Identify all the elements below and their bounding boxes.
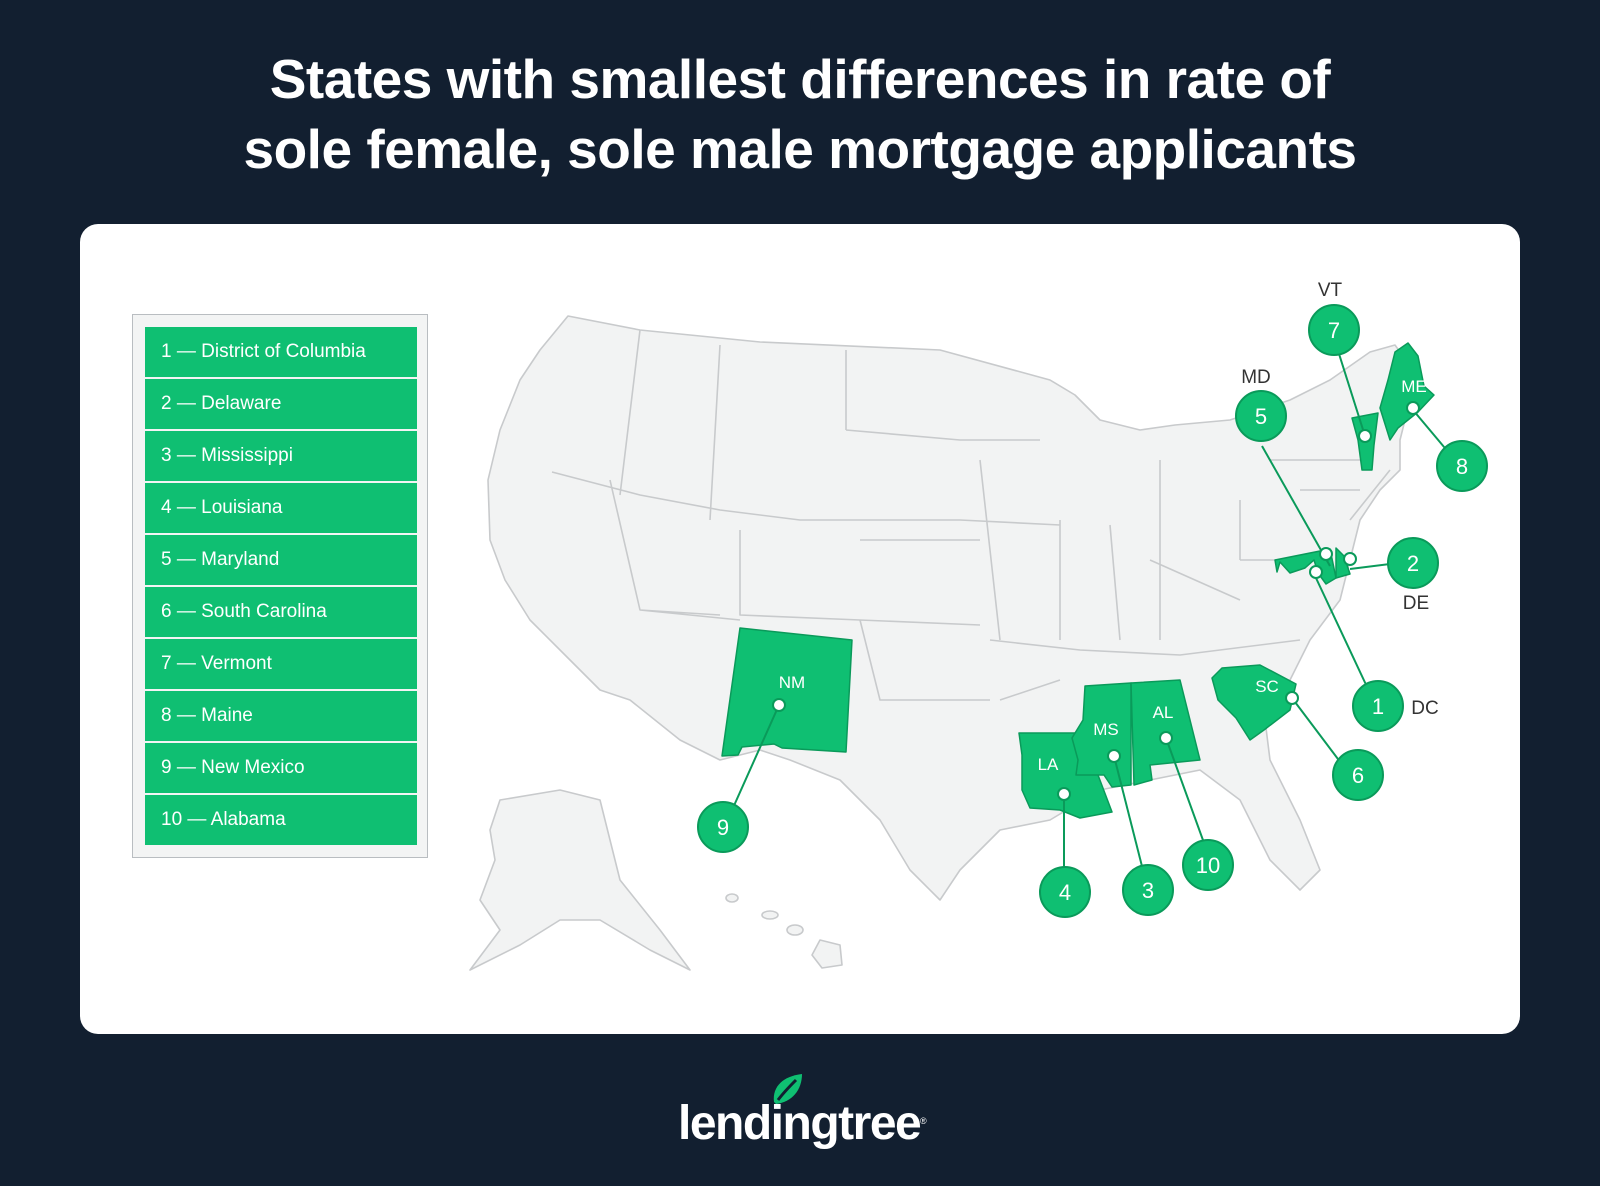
label-ms: MS xyxy=(1093,720,1119,739)
badge-4: 4 xyxy=(1059,880,1071,905)
label-la: LA xyxy=(1038,755,1059,774)
badge-5: 5 xyxy=(1255,404,1267,429)
legend-item: 9 — New Mexico xyxy=(145,743,417,793)
label-nm: NM xyxy=(779,673,805,692)
legend-item: 2 — Delaware xyxy=(145,379,417,429)
badge-3: 3 xyxy=(1142,878,1154,903)
label-md: MD xyxy=(1241,367,1271,388)
label-dc: DC xyxy=(1411,698,1438,719)
state-sc xyxy=(1211,664,1297,741)
legend-item: 1 — District of Columbia xyxy=(145,327,417,377)
title-line-2: sole female, sole male mortgage applican… xyxy=(243,118,1357,180)
legend-item: 5 — Maryland xyxy=(145,535,417,585)
legend-item: 7 — Vermont xyxy=(145,639,417,689)
label-sc: SC xyxy=(1255,677,1279,696)
badge-7: 7 xyxy=(1328,318,1340,343)
badge-1: 1 xyxy=(1372,694,1384,719)
legend-item: 3 — Mississippi xyxy=(145,431,417,481)
badge-10: 10 xyxy=(1196,853,1220,878)
label-vt: VT xyxy=(1318,280,1343,301)
state-nm xyxy=(721,627,853,757)
legend-item: 8 — Maine xyxy=(145,691,417,741)
title-line-1: States with smallest differences in rate… xyxy=(269,48,1331,110)
legend-item: 6 — South Carolina xyxy=(145,587,417,637)
badge-2: 2 xyxy=(1407,551,1419,576)
legend-item: 4 — Louisiana xyxy=(145,483,417,533)
badge-9: 9 xyxy=(717,815,729,840)
legend: 1 — District of Columbia 2 — Delaware 3 … xyxy=(132,314,428,858)
label-de: DE xyxy=(1403,593,1429,614)
label-me: ME xyxy=(1401,377,1427,396)
brand-name: lendingtree xyxy=(678,1097,922,1150)
registered-mark: ® xyxy=(920,1116,927,1126)
chart-title: States with smallest differences in rate… xyxy=(0,44,1600,184)
legend-item: 10 — Alabama xyxy=(145,795,417,845)
leaf-icon xyxy=(773,1074,802,1104)
badge-6: 6 xyxy=(1352,763,1364,788)
lendingtree-logo: lendingtree ® xyxy=(678,1072,928,1152)
alaska-outline xyxy=(469,789,691,971)
label-al: AL xyxy=(1153,703,1174,722)
state-de xyxy=(1335,547,1351,579)
badge-8: 8 xyxy=(1456,454,1468,479)
